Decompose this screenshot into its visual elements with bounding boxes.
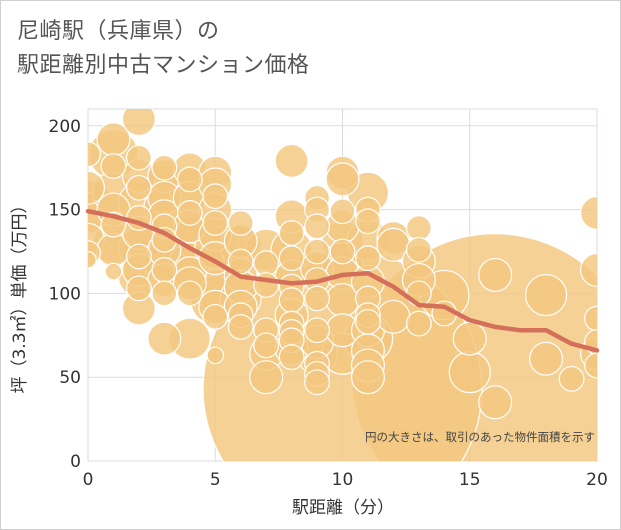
bubble-point[interactable] [329, 238, 356, 265]
bubble-point[interactable] [202, 210, 229, 236]
y-tick-label: 100 [49, 284, 81, 304]
bubble-point[interactable] [176, 166, 203, 193]
bubble-point[interactable] [253, 332, 280, 359]
bubble-point[interactable] [227, 314, 254, 340]
bubble-point[interactable] [202, 183, 229, 210]
bubble-point[interactable] [253, 250, 280, 277]
bubble-point[interactable] [376, 299, 411, 334]
bubble-point[interactable] [304, 238, 330, 265]
bubble-point[interactable] [448, 351, 491, 394]
x-tick-label: 15 [459, 470, 481, 490]
bubble-size-note: 円の大きさは、取引のあった物件面積を示す [365, 430, 595, 444]
bubble-point[interactable] [529, 341, 564, 376]
bubble-point[interactable] [355, 208, 381, 235]
bubble-point[interactable] [202, 303, 229, 330]
bubble-point[interactable] [278, 245, 305, 272]
bubble-point[interactable] [304, 213, 330, 240]
x-tick-label: 0 [83, 470, 94, 490]
x-axis-label: 駅距離（分） [292, 498, 394, 518]
bubble-point[interactable] [329, 198, 356, 225]
bubble-point[interactable] [278, 220, 305, 246]
bubble-point[interactable] [206, 346, 225, 365]
bubble-point[interactable] [151, 257, 178, 283]
bubble-point[interactable] [584, 305, 610, 332]
trend-series [85, 208, 600, 353]
bubble-point[interactable] [580, 252, 614, 287]
bubble-point[interactable] [325, 162, 360, 197]
bubble-point[interactable] [304, 369, 330, 396]
bubble-point[interactable] [104, 262, 123, 281]
bubble-point[interactable] [80, 251, 97, 269]
bubble-point[interactable] [584, 352, 610, 379]
bubble-point[interactable] [304, 317, 330, 344]
x-tick-label: 5 [210, 470, 221, 490]
chart-title-line2: 駅距離別中古マンション価格 [17, 53, 310, 78]
bubble-point[interactable] [355, 245, 381, 272]
trend-line [85, 208, 600, 353]
bubble-point[interactable] [253, 272, 280, 298]
bubble-point[interactable] [227, 210, 254, 236]
bubble-point[interactable] [249, 360, 284, 395]
bubble-point[interactable] [405, 310, 432, 337]
y-axis-label: 坪（3.3㎡）単価（万円） [10, 196, 30, 393]
bubble-point[interactable] [76, 141, 101, 168]
bubble-point[interactable] [100, 153, 127, 179]
bubble-point[interactable] [121, 103, 156, 137]
bubble-point[interactable] [478, 257, 513, 292]
bubble-point[interactable] [350, 360, 385, 395]
bubble-point[interactable] [72, 170, 105, 205]
bubble-point[interactable] [176, 200, 203, 226]
y-tick-label: 0 [70, 452, 81, 472]
chart-title-line1: 尼崎駅（兵庫県）の [17, 19, 220, 44]
bubble-point[interactable] [147, 321, 182, 356]
bubble-point[interactable] [405, 280, 432, 307]
bubble-point[interactable] [580, 195, 614, 230]
x-tick-label: 10 [332, 470, 354, 490]
bubble-point[interactable] [558, 365, 585, 392]
bubble-point[interactable] [151, 280, 178, 307]
y-tick-label: 200 [49, 117, 81, 137]
bubble-point[interactable] [151, 154, 178, 181]
bubble-point[interactable] [176, 280, 203, 307]
bubble-point[interactable] [125, 243, 152, 270]
bubble-point[interactable] [274, 143, 309, 178]
bubble-point[interactable] [524, 273, 568, 317]
bubble-point[interactable] [355, 308, 381, 335]
bubble-point[interactable] [304, 285, 330, 312]
bubble-point[interactable] [478, 385, 513, 420]
x-tick-label: 20 [586, 470, 608, 490]
bubble-point[interactable] [125, 174, 152, 201]
y-tick-label: 50 [59, 368, 81, 388]
bubble-point[interactable] [405, 215, 432, 241]
bubble-point[interactable] [452, 321, 487, 356]
bubble-point[interactable] [278, 344, 305, 370]
y-tick-label: 150 [49, 201, 81, 221]
bubble-point[interactable] [278, 287, 305, 313]
bubble-point[interactable] [227, 248, 254, 275]
bubble-series [72, 103, 614, 461]
bubble-point[interactable] [125, 144, 152, 171]
bubble-point[interactable] [405, 236, 432, 263]
chart-title: 尼崎駅（兵庫県）の 駅距離別中古マンション価格 [17, 15, 310, 83]
bubble-point[interactable] [125, 275, 152, 302]
